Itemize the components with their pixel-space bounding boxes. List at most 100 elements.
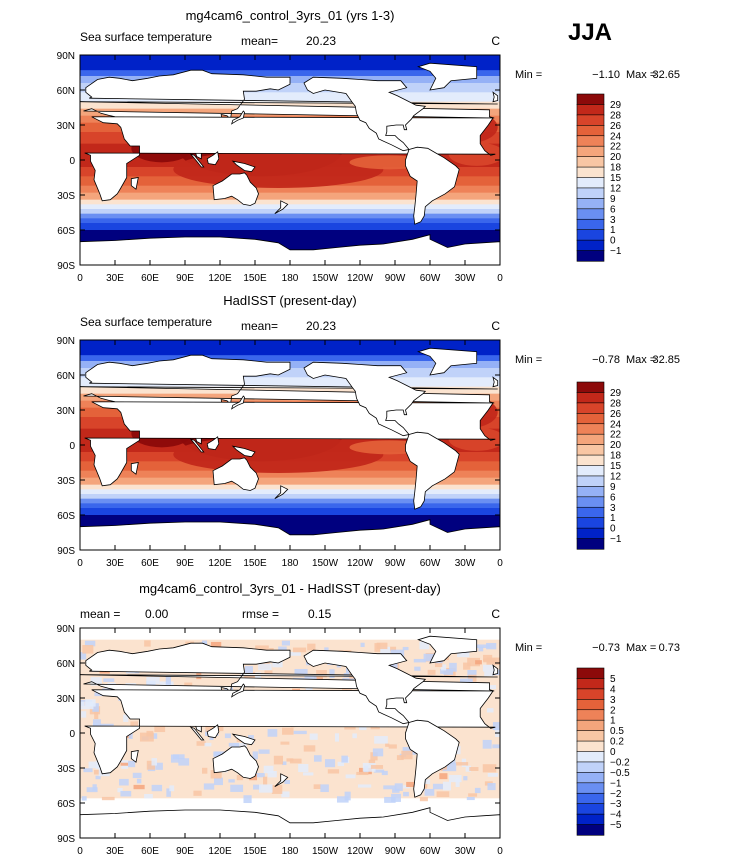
sst-band [80,489,500,495]
diff-patch [345,774,356,779]
units-label: C [491,319,500,333]
land-mass [231,733,256,746]
colorbar-box [576,229,605,241]
lon-tick-label: 150E [243,558,267,569]
diff-patch [337,761,345,767]
diff-patch [81,796,87,801]
colorbar-box [576,678,605,690]
diff-patch [258,663,272,671]
diff-patch [244,666,253,674]
sst-band [80,213,500,219]
diff-patch [224,733,231,739]
diff-patch [294,668,308,675]
diff-patch [169,785,175,792]
diff-patch [94,692,104,697]
diff-patch [184,682,193,687]
diff-patch [341,755,348,763]
mean-value: 20.23 [306,34,336,48]
diff-patch [253,784,261,790]
diff-patch [309,733,318,740]
sst-band [80,355,500,362]
colorbar-box [576,709,605,721]
lon-tick-label: 60E [141,273,159,284]
colorbar-box [576,506,605,519]
sst-band [80,494,500,500]
sst-band [80,498,500,504]
lon-tick-label: 180 [282,558,299,569]
land-mass [130,462,139,475]
diff-patch [492,722,500,731]
warm-pool [173,150,384,188]
diff-patch [436,791,450,797]
mean-label: mean = [80,607,120,621]
diff-patch [370,765,384,769]
diff-patch [84,640,96,647]
diff-patch [474,787,481,794]
sst-field [80,55,500,265]
diff-patch [372,748,384,757]
min-label: Min = [515,354,542,366]
colorbar-box [576,208,605,220]
diff-patch [487,773,499,777]
diff-patch [468,793,478,797]
lon-tick-label: 60E [141,846,159,857]
lat-tick-label: 60N [57,86,75,97]
diff-patch [170,754,180,763]
land-mass [189,153,205,168]
colorbar-box [576,740,605,753]
diff-patch [258,784,273,793]
diff-patch [389,646,397,652]
diff-patch [130,721,139,730]
colorbar-label: 20 [610,440,622,451]
land-mass [417,635,478,664]
diff-patch [146,760,155,770]
lon-tick-label: 150W [312,273,339,284]
diff-patch [139,732,154,742]
panel-title: mg4cam6_control_3yrs_01 (yrs 1-3) [186,8,395,23]
lon-tick-label: 150W [312,558,339,569]
max-label: Max = [626,354,656,366]
land-mass [231,395,245,410]
panel-title: HadISST (present-day) [223,293,356,308]
diff-patch [392,788,400,793]
min-label: Min = [515,642,542,654]
diff-patch [352,733,357,739]
colorbar-label: 29 [610,388,622,399]
colorbar-label: 18 [610,163,622,174]
colorbar-box [576,444,605,456]
warm-pool [173,435,384,474]
sst-band [80,477,500,486]
land-mass [206,151,220,166]
units-label: C [491,34,500,48]
diff-patch [465,765,472,772]
diff-patch [334,733,340,742]
diff-patch [403,791,409,797]
land-mass [130,750,139,763]
diff-patch [370,725,380,730]
diff-patch [119,778,129,786]
sst-band [80,503,500,509]
colorbar-box [576,667,605,680]
diff-patch [427,669,436,675]
diff-patch [278,646,287,650]
diff-patch [128,760,136,768]
colorbar-label: 22 [610,142,622,153]
diff-patch [210,641,222,651]
colorbar-box [576,239,605,252]
diff-patch [482,739,492,749]
colorbar-box [576,93,605,106]
colorbar-label: −1 [610,534,622,545]
diff-patch [448,774,462,783]
diff-patch [381,770,388,776]
lon-tick-label: 60W [420,558,441,569]
variable-label: Sea surface temperature [80,30,212,44]
diff-patch [120,790,132,797]
lon-tick-label: 0 [77,558,83,569]
diff-patch [389,663,398,669]
diff-patch [313,755,322,762]
diff-patch [303,745,316,752]
colorbar-box [576,761,605,773]
colorbar-box [576,538,605,550]
lat-tick-label: 30S [57,191,75,202]
